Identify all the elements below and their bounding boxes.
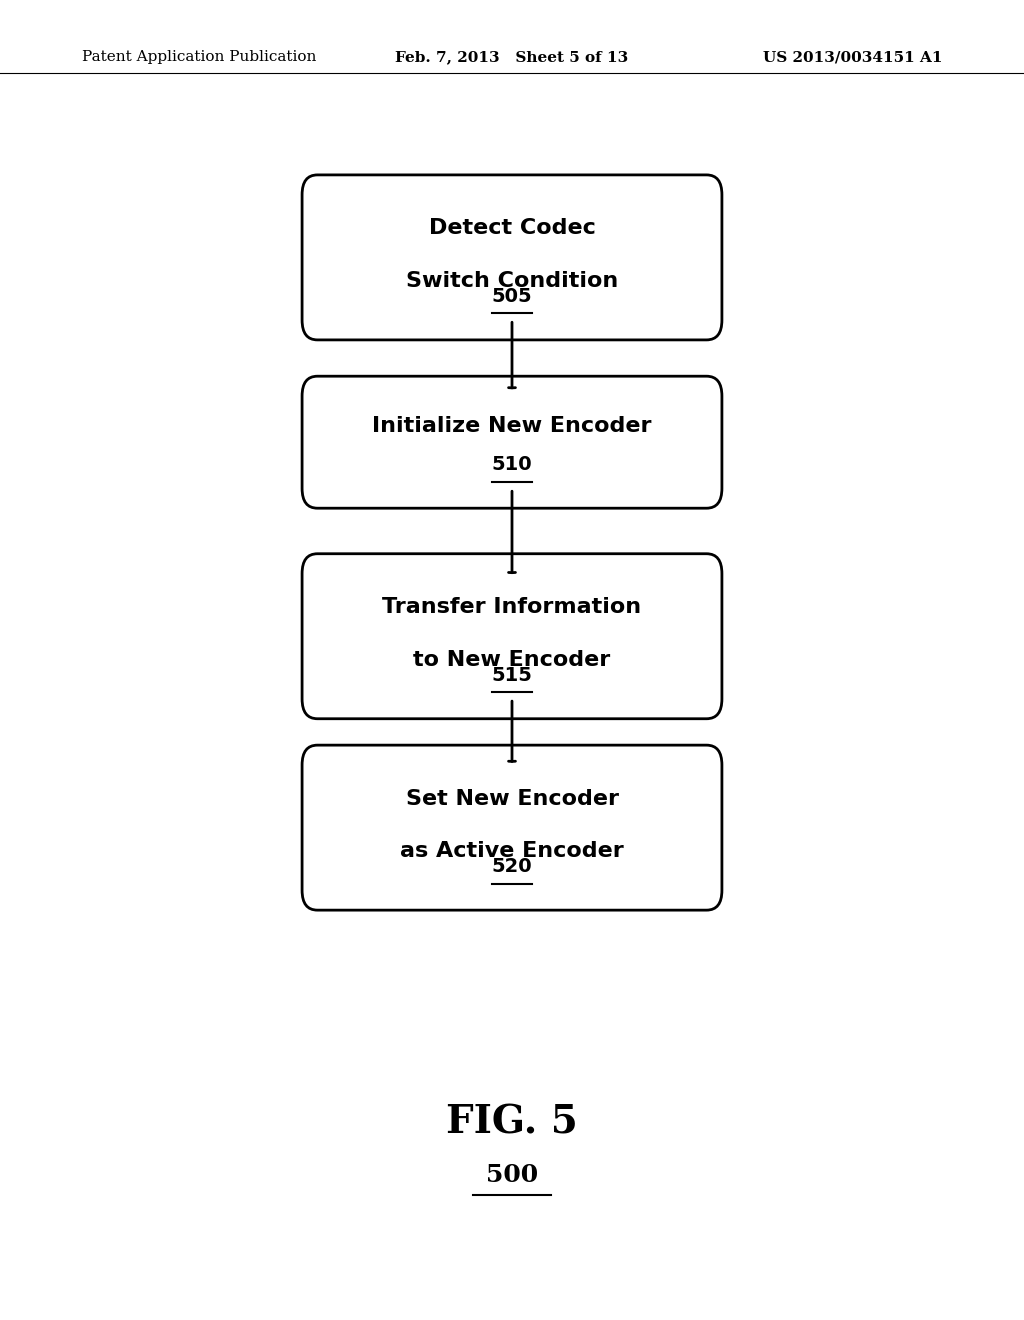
Text: as Active Encoder: as Active Encoder (400, 841, 624, 862)
Text: 500: 500 (486, 1163, 538, 1187)
Text: 510: 510 (492, 455, 532, 474)
FancyBboxPatch shape (302, 554, 722, 718)
Text: Transfer Information: Transfer Information (382, 597, 642, 618)
Text: 515: 515 (492, 665, 532, 685)
Text: 520: 520 (492, 857, 532, 876)
Text: Switch Condition: Switch Condition (406, 271, 618, 292)
FancyBboxPatch shape (302, 376, 722, 508)
FancyBboxPatch shape (302, 174, 722, 339)
Text: Feb. 7, 2013   Sheet 5 of 13: Feb. 7, 2013 Sheet 5 of 13 (395, 50, 629, 65)
Text: Initialize New Encoder: Initialize New Encoder (373, 416, 651, 437)
Text: Detect Codec: Detect Codec (429, 218, 595, 239)
Text: Patent Application Publication: Patent Application Publication (82, 50, 316, 65)
Text: 505: 505 (492, 286, 532, 306)
Text: Set New Encoder: Set New Encoder (406, 788, 618, 809)
Text: FIG. 5: FIG. 5 (446, 1104, 578, 1140)
Text: US 2013/0034151 A1: US 2013/0034151 A1 (763, 50, 942, 65)
FancyBboxPatch shape (302, 744, 722, 911)
Text: to New Encoder: to New Encoder (414, 649, 610, 671)
